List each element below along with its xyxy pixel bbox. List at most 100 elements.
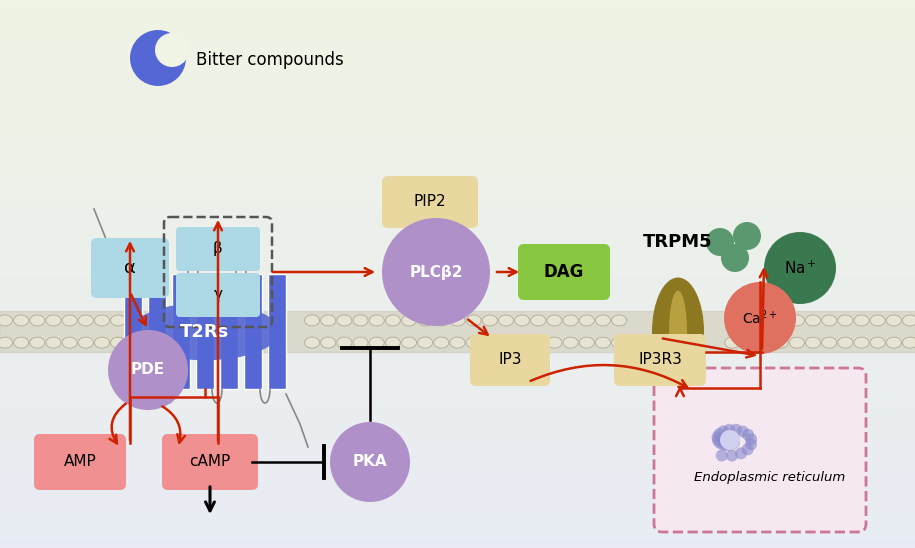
Ellipse shape <box>131 303 279 360</box>
Circle shape <box>745 438 757 450</box>
Circle shape <box>382 218 490 326</box>
Circle shape <box>721 439 733 451</box>
Ellipse shape <box>482 315 498 326</box>
Circle shape <box>714 428 726 440</box>
Ellipse shape <box>790 315 804 326</box>
Ellipse shape <box>499 337 513 348</box>
Bar <box>172 274 190 389</box>
Ellipse shape <box>611 315 627 326</box>
Bar <box>148 274 166 389</box>
Text: T2Rs: T2Rs <box>180 323 230 340</box>
Text: PDE: PDE <box>131 362 165 378</box>
Ellipse shape <box>870 315 885 326</box>
Text: Ca$^{2+}$: Ca$^{2+}$ <box>742 309 778 327</box>
Circle shape <box>733 222 761 250</box>
Circle shape <box>723 424 736 436</box>
Ellipse shape <box>369 315 384 326</box>
Circle shape <box>724 282 796 354</box>
Text: γ: γ <box>213 288 222 302</box>
Ellipse shape <box>547 337 562 348</box>
Ellipse shape <box>514 315 530 326</box>
Text: AMP: AMP <box>64 454 96 470</box>
Circle shape <box>717 425 729 437</box>
Ellipse shape <box>369 337 384 348</box>
Ellipse shape <box>305 315 319 326</box>
Ellipse shape <box>0 337 13 348</box>
Ellipse shape <box>14 337 28 348</box>
Text: Na$^+$: Na$^+$ <box>783 259 816 277</box>
Circle shape <box>737 425 748 437</box>
Circle shape <box>727 438 738 450</box>
Bar <box>196 274 214 389</box>
Ellipse shape <box>887 315 901 326</box>
FancyBboxPatch shape <box>470 334 550 386</box>
Ellipse shape <box>611 337 627 348</box>
Bar <box>268 274 286 389</box>
Circle shape <box>712 434 724 446</box>
Circle shape <box>716 449 727 461</box>
Ellipse shape <box>385 315 401 326</box>
Ellipse shape <box>62 337 77 348</box>
Text: IP3: IP3 <box>499 352 522 368</box>
Ellipse shape <box>822 315 836 326</box>
FancyBboxPatch shape <box>518 244 610 300</box>
Ellipse shape <box>482 337 498 348</box>
Circle shape <box>721 244 749 272</box>
Ellipse shape <box>741 337 756 348</box>
Text: PKA: PKA <box>352 454 387 470</box>
Ellipse shape <box>337 315 352 326</box>
Circle shape <box>155 33 189 67</box>
FancyBboxPatch shape <box>91 238 169 298</box>
Circle shape <box>730 424 742 436</box>
Text: PLCβ2: PLCβ2 <box>409 265 463 279</box>
Circle shape <box>706 228 734 256</box>
Ellipse shape <box>579 315 594 326</box>
Ellipse shape <box>741 315 756 326</box>
Circle shape <box>714 437 726 449</box>
Ellipse shape <box>854 315 869 326</box>
FancyBboxPatch shape <box>382 176 478 228</box>
Ellipse shape <box>531 315 546 326</box>
Ellipse shape <box>450 337 465 348</box>
Text: β: β <box>213 242 223 256</box>
Text: Endoplasmic reticulum: Endoplasmic reticulum <box>694 471 845 484</box>
Circle shape <box>741 443 754 455</box>
Text: α: α <box>124 259 136 277</box>
Ellipse shape <box>563 337 578 348</box>
Ellipse shape <box>902 337 915 348</box>
FancyBboxPatch shape <box>654 368 866 532</box>
Ellipse shape <box>111 337 125 348</box>
Ellipse shape <box>417 315 433 326</box>
Circle shape <box>720 430 740 450</box>
Ellipse shape <box>596 337 610 348</box>
Circle shape <box>130 30 186 86</box>
Ellipse shape <box>499 315 513 326</box>
Circle shape <box>712 431 724 443</box>
Text: cAMP: cAMP <box>189 454 231 470</box>
Circle shape <box>108 330 188 410</box>
FancyBboxPatch shape <box>162 434 258 490</box>
Ellipse shape <box>30 315 45 326</box>
Circle shape <box>728 435 740 447</box>
Ellipse shape <box>757 337 772 348</box>
Circle shape <box>728 436 740 448</box>
Ellipse shape <box>353 315 368 326</box>
Ellipse shape <box>531 337 546 348</box>
Ellipse shape <box>417 337 433 348</box>
Text: DAG: DAG <box>544 263 584 281</box>
Ellipse shape <box>321 315 336 326</box>
Circle shape <box>724 439 736 450</box>
Ellipse shape <box>466 337 481 348</box>
Circle shape <box>764 232 836 304</box>
Circle shape <box>717 438 729 450</box>
Circle shape <box>330 422 410 502</box>
Ellipse shape <box>652 277 704 386</box>
Ellipse shape <box>902 315 915 326</box>
Ellipse shape <box>514 337 530 348</box>
Ellipse shape <box>111 315 125 326</box>
Circle shape <box>727 434 739 446</box>
Text: PIP2: PIP2 <box>414 195 447 209</box>
Ellipse shape <box>62 315 77 326</box>
FancyBboxPatch shape <box>176 273 260 317</box>
Ellipse shape <box>321 337 336 348</box>
